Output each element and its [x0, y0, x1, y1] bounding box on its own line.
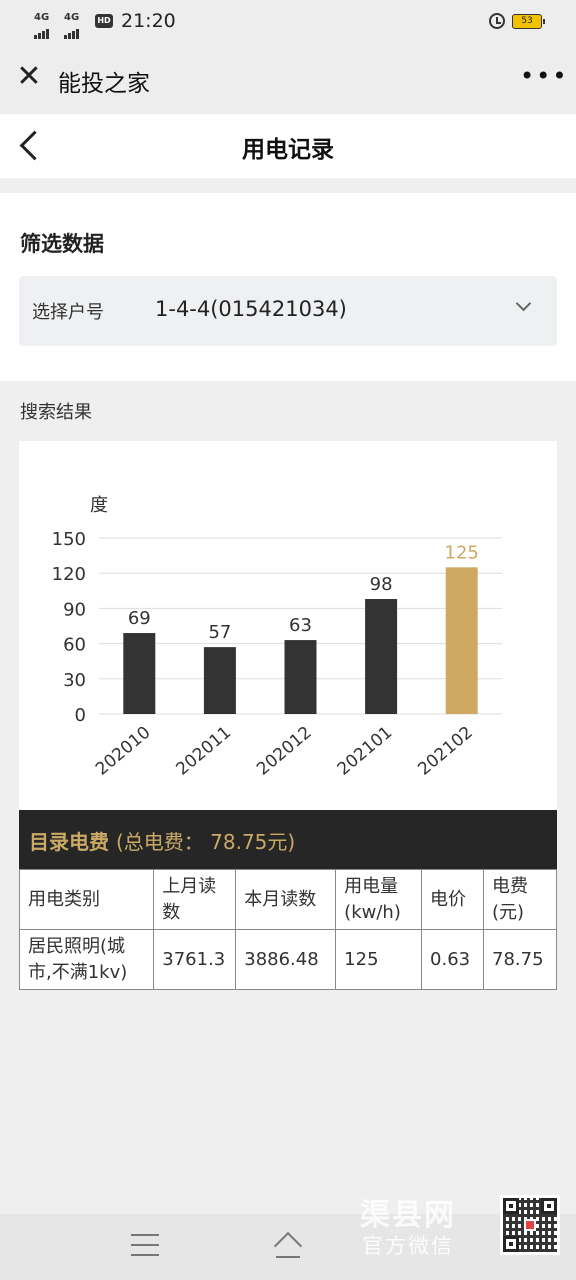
- bar: [123, 633, 156, 714]
- table-header-cell: 用电量(kw/h): [335, 869, 423, 930]
- x-tick-label: 202012: [253, 723, 316, 780]
- page-nav: 用电记录: [0, 114, 576, 178]
- y-tick-label: 30: [63, 670, 86, 691]
- fee-total-value: 78.75: [210, 830, 268, 854]
- battery-icon: 53: [512, 14, 545, 29]
- x-tick-label: 202102: [414, 723, 477, 780]
- system-nav-bar: [0, 1214, 576, 1280]
- wechat-header: ✕ 能投之家 •••: [0, 44, 576, 114]
- filter-section: 筛选数据 选择户号 1-4-4(015421034): [0, 193, 576, 381]
- filter-title: 筛选数据: [20, 232, 104, 256]
- select-value: 1-4-4(015421034): [155, 297, 347, 321]
- x-tick-label: 202101: [334, 723, 397, 780]
- signal-icon-2: [64, 20, 80, 39]
- usage-chart-card: 度 0 30 60 90 120 150 69 202010 57 202011 63 202012 9…: [19, 441, 557, 810]
- bar: [445, 567, 478, 714]
- close-icon[interactable]: ✕: [16, 59, 42, 94]
- data-label: 57: [208, 622, 231, 643]
- table-cell: 居民照明(城市,不满1kv): [18, 929, 155, 990]
- table-header-cell: 上月读数: [153, 869, 237, 930]
- more-icon[interactable]: •••: [520, 62, 569, 90]
- home-icon[interactable]: [270, 1232, 306, 1262]
- fee-table: 用电类别 上月读数 本月读数 用电量(kw/h) 电价 电费(元) 居民照明(城…: [18, 869, 557, 990]
- table-cell: 3886.48: [235, 929, 337, 990]
- usage-chart: 度 0 30 60 90 120 150 69 202010 57 202011 63 202012 9…: [52, 495, 502, 780]
- qr-code: [500, 1195, 560, 1255]
- table-header-cell: 本月读数: [235, 869, 337, 930]
- y-tick-label: 120: [52, 564, 86, 585]
- x-tick-label: 202011: [173, 723, 236, 780]
- status-bar: 4G 4G HD 21:20 53: [0, 0, 576, 44]
- fee-total-prefix: (总电费：: [115, 830, 204, 854]
- table-header-cell: 电价: [421, 869, 484, 930]
- table-header-row: 用电类别 上月读数 本月读数 用电量(kw/h) 电价 电费(元): [18, 869, 557, 930]
- y-tick-label: 0: [75, 705, 86, 726]
- x-tick-label: 202010: [92, 723, 155, 780]
- table-header-cell: 用电类别: [18, 869, 155, 930]
- table-cell: 78.75: [483, 929, 557, 990]
- table-cell: 0.63: [421, 929, 484, 990]
- fee-title: 目录电费 (总电费： 78.75元): [29, 826, 295, 855]
- y-axis-label: 度: [90, 495, 108, 516]
- table-row: 居民照明(城市,不满1kv) 3761.3 3886.48 125 0.63 7…: [18, 929, 557, 990]
- chevron-down-icon: [515, 298, 531, 314]
- wechat-title: 能投之家: [58, 71, 150, 97]
- select-label: 选择户号: [32, 302, 104, 323]
- alarm-icon: [489, 13, 505, 29]
- watermark-logo: 渠县网: [360, 1198, 456, 1233]
- network-label-2: 4G: [64, 12, 80, 23]
- bar: [203, 647, 236, 714]
- data-label: 125: [445, 542, 479, 563]
- bar: [365, 599, 398, 714]
- account-select[interactable]: 选择户号 1-4-4(015421034): [19, 276, 557, 346]
- y-tick-label: 60: [63, 635, 86, 656]
- menu-icon[interactable]: [131, 1234, 159, 1258]
- hd-icon: HD: [95, 14, 113, 28]
- fee-total: (总电费： 78.75元): [116, 830, 295, 854]
- data-label: 63: [289, 615, 312, 636]
- table-header-cell: 电费(元): [483, 869, 557, 930]
- data-label: 69: [128, 608, 151, 629]
- network-label-1: 4G: [34, 12, 50, 23]
- fee-title-label: 目录电费: [29, 830, 109, 854]
- y-tick-label: 150: [52, 529, 86, 550]
- signal-icon-1: [34, 20, 50, 39]
- y-tick-label: 90: [63, 599, 86, 620]
- fee-header: 目录电费 (总电费： 78.75元): [19, 810, 557, 869]
- watermark-subtitle: 官方微信: [362, 1234, 454, 1258]
- data-label: 98: [370, 574, 393, 595]
- fee-total-suffix: 元): [267, 830, 296, 854]
- table-cell: 125: [335, 929, 423, 990]
- bar: [284, 640, 317, 714]
- table-cell: 3761.3: [153, 929, 237, 990]
- status-time: 21:20: [121, 10, 176, 32]
- results-label: 搜索结果: [20, 402, 92, 423]
- page-title: 用电记录: [242, 137, 334, 163]
